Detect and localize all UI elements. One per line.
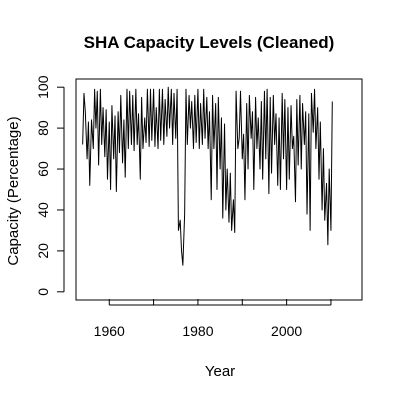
series-line-capacity <box>82 86 333 266</box>
y-tick-label-80: 80 <box>35 120 51 136</box>
y-axis: 0 20 40 60 80 100 <box>35 75 65 296</box>
x-tick-label-1960: 1960 <box>94 323 125 339</box>
y-tick-label-100: 100 <box>35 75 51 99</box>
plot-frame <box>75 78 363 301</box>
y-tick-label-0: 0 <box>35 288 51 296</box>
x-axis: 1960 1980 2000 <box>94 299 332 339</box>
y-tick-label-20: 20 <box>35 243 51 259</box>
y-tick-label-40: 40 <box>35 202 51 218</box>
y-tick-label-60: 60 <box>35 161 51 177</box>
x-axis-label: Year <box>205 363 235 380</box>
y-axis-label: Capacity (Percentage) <box>5 116 22 265</box>
chart-title: SHA Capacity Levels (Cleaned) <box>84 33 335 52</box>
x-tick-label-1980: 1980 <box>182 323 213 339</box>
x-tick-label-2000: 2000 <box>271 323 302 339</box>
